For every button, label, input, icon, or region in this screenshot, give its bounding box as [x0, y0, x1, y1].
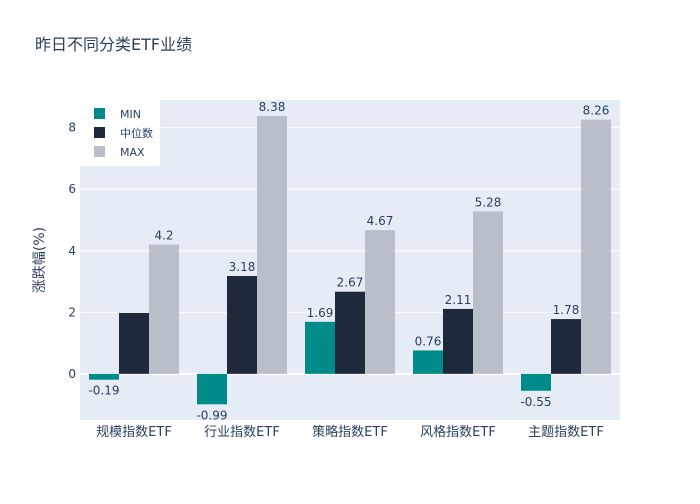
bar[interactable]: [89, 373, 119, 380]
legend-label[interactable]: MAX: [120, 146, 145, 159]
data-label: 5.28: [475, 195, 502, 209]
data-label: -0.19: [88, 384, 119, 398]
y-tick-label: 4: [68, 244, 76, 258]
bar[interactable]: [119, 312, 149, 374]
x-tick-label: 主题指数ETF: [528, 425, 604, 440]
bar[interactable]: [581, 119, 611, 374]
bar[interactable]: [365, 230, 395, 374]
bar[interactable]: [473, 211, 503, 374]
y-axis-ticks: 0 2 4 6 8: [68, 121, 76, 381]
x-axis-ticks: 规模指数ETF 行业指数ETF 策略指数ETF 风格指数ETF 主题指数ETF: [96, 424, 604, 440]
bar[interactable]: [149, 244, 179, 374]
data-label: 1.69: [307, 306, 334, 320]
data-label: 0.76: [415, 334, 442, 348]
data-labels: -0.19 4.2 -0.99 3.18 8.38 1.69 2.67 4.67 0.76 2.1…: [88, 100, 609, 422]
chart-title: 昨日不同分类ETF业绩: [35, 35, 192, 54]
legend-swatch[interactable]: [94, 146, 105, 157]
bar[interactable]: [413, 350, 443, 374]
legend[interactable]: MIN 中位数 MAX: [80, 100, 160, 166]
data-label: 1.78: [553, 303, 580, 317]
x-tick-label: 规模指数ETF: [96, 425, 172, 440]
y-tick-label: 2: [68, 305, 76, 319]
data-label: 4.2: [154, 229, 173, 243]
legend-label[interactable]: 中位数: [120, 126, 153, 140]
bar[interactable]: [197, 373, 227, 405]
data-label: 2.11: [445, 293, 472, 307]
legend-label[interactable]: MIN: [120, 108, 141, 121]
bars: [89, 116, 611, 405]
data-label: -0.99: [196, 408, 227, 422]
legend-swatch[interactable]: [94, 108, 105, 119]
data-label: 4.67: [367, 214, 394, 228]
bar[interactable]: [305, 321, 335, 374]
legend-box: [80, 100, 160, 166]
bar[interactable]: [227, 276, 257, 374]
y-tick-label: 8: [68, 121, 76, 135]
y-tick-label: 6: [68, 182, 76, 196]
bar[interactable]: [551, 319, 581, 374]
data-label: -0.55: [520, 395, 551, 409]
data-label: 2.67: [337, 276, 364, 290]
x-tick-label: 策略指数ETF: [312, 424, 388, 440]
bar[interactable]: [257, 116, 287, 374]
y-axis-label: 涨跌幅(%): [32, 227, 48, 293]
x-tick-label: 行业指数ETF: [204, 425, 280, 440]
data-label: 3.18: [229, 260, 256, 274]
bar[interactable]: [335, 291, 365, 374]
data-label: 8.38: [259, 100, 286, 114]
legend-swatch[interactable]: [94, 127, 105, 138]
data-label: 8.26: [583, 104, 610, 118]
x-tick-label: 风格指数ETF: [420, 424, 496, 440]
y-tick-label: 0: [68, 367, 76, 381]
bar[interactable]: [521, 373, 551, 391]
bar[interactable]: [443, 308, 473, 374]
